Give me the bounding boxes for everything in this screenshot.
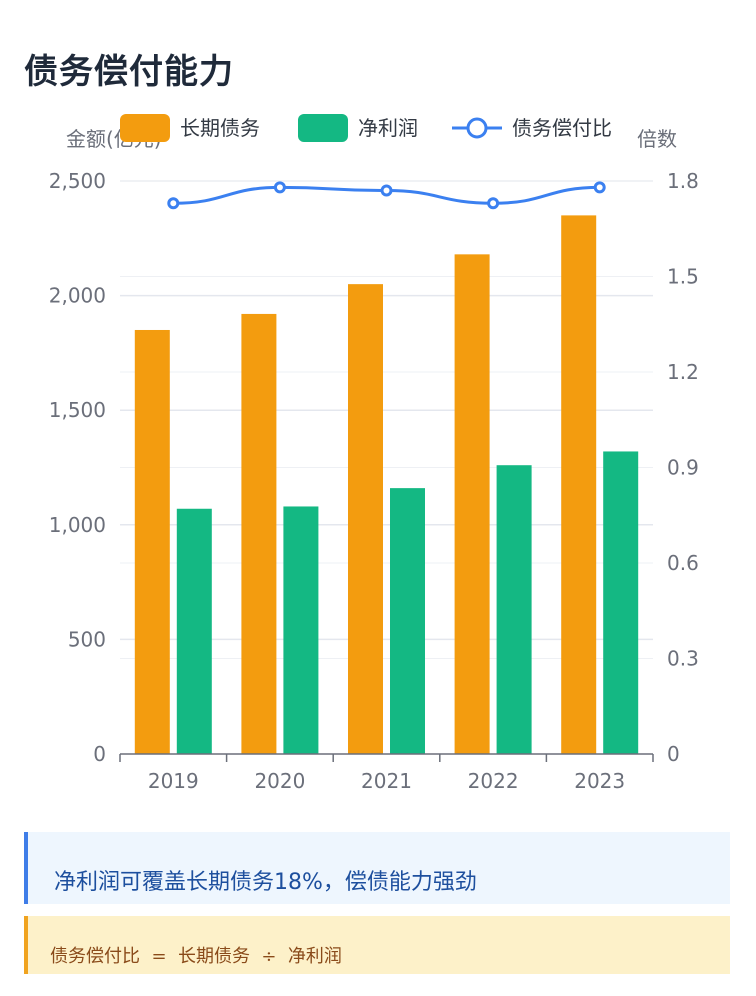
x-tick-label: 2019 [148, 769, 199, 793]
ratio-point [380, 184, 393, 197]
bar-net-profit [283, 506, 319, 754]
x-tick-label: 2023 [574, 769, 625, 793]
bar-long-term-debt [561, 215, 597, 754]
right-tick-label: 0.3 [667, 647, 699, 671]
ratio-point [167, 197, 180, 210]
bar-long-term-debt [348, 284, 383, 754]
right-tick-label: 1.5 [667, 265, 699, 289]
legend: 长期债务 净利润 债务偿付比 [120, 114, 612, 142]
right-tick-label: 0.6 [667, 551, 699, 575]
ratio-point [593, 181, 606, 194]
bar-long-term-debt [241, 313, 277, 754]
bar-net-profit [603, 451, 639, 754]
ratio-line [167, 181, 606, 210]
insight-text: 净利润可覆盖长期债务18%，偿债能力强劲 [54, 870, 477, 895]
legend-swatch [120, 114, 170, 142]
bars [134, 215, 639, 754]
left-tick-label: 2,000 [49, 284, 106, 308]
ratio-point [273, 181, 286, 194]
bar-net-profit [390, 488, 425, 754]
formula-text: 债务偿付比 = 长期债务 ÷ 净利润 [50, 946, 342, 967]
legend-label: 债务偿付比 [512, 116, 612, 140]
legend-label: 净利润 [358, 116, 418, 140]
x-tick-label: 2021 [361, 769, 412, 793]
bar-net-profit [176, 508, 212, 754]
page-title: 债务偿付能力 [24, 52, 234, 92]
insight-callout: 净利润可覆盖长期债务18%，偿债能力强劲 [24, 832, 730, 904]
right-tick-label: 1.2 [667, 360, 699, 384]
bar-long-term-debt [454, 254, 490, 754]
x-tick-label: 2020 [254, 769, 305, 793]
legend-marker [466, 117, 488, 139]
left-tick-label: 1,000 [49, 513, 106, 537]
bar-net-profit [496, 465, 532, 754]
legend-label: 长期债务 [180, 116, 260, 140]
left-tick-label: 500 [68, 627, 106, 651]
right-axis-title: 倍数 [637, 127, 677, 151]
left-tick-label: 0 [93, 742, 106, 766]
bar-long-term-debt [134, 329, 170, 754]
right-tick-label: 0.9 [667, 456, 699, 480]
x-tick-label: 2022 [468, 769, 519, 793]
right-tick-label: 1.8 [667, 169, 699, 193]
debt-chart: 0 500 1,000 1,500 2,000 2,500 0 0.3 0.6 0.9 1.2 1.5… [49, 114, 699, 793]
right-tick-label: 0 [667, 742, 680, 766]
legend-swatch [298, 114, 348, 142]
left-tick-label: 1,500 [49, 398, 106, 422]
ratio-point [487, 197, 500, 210]
left-tick-label: 2,500 [49, 169, 106, 193]
formula-callout: 债务偿付比 = 长期债务 ÷ 净利润 [24, 916, 730, 974]
axes: 0 500 1,000 1,500 2,000 2,500 0 0.3 0.6 0.9 1.2 1.5… [49, 127, 699, 793]
